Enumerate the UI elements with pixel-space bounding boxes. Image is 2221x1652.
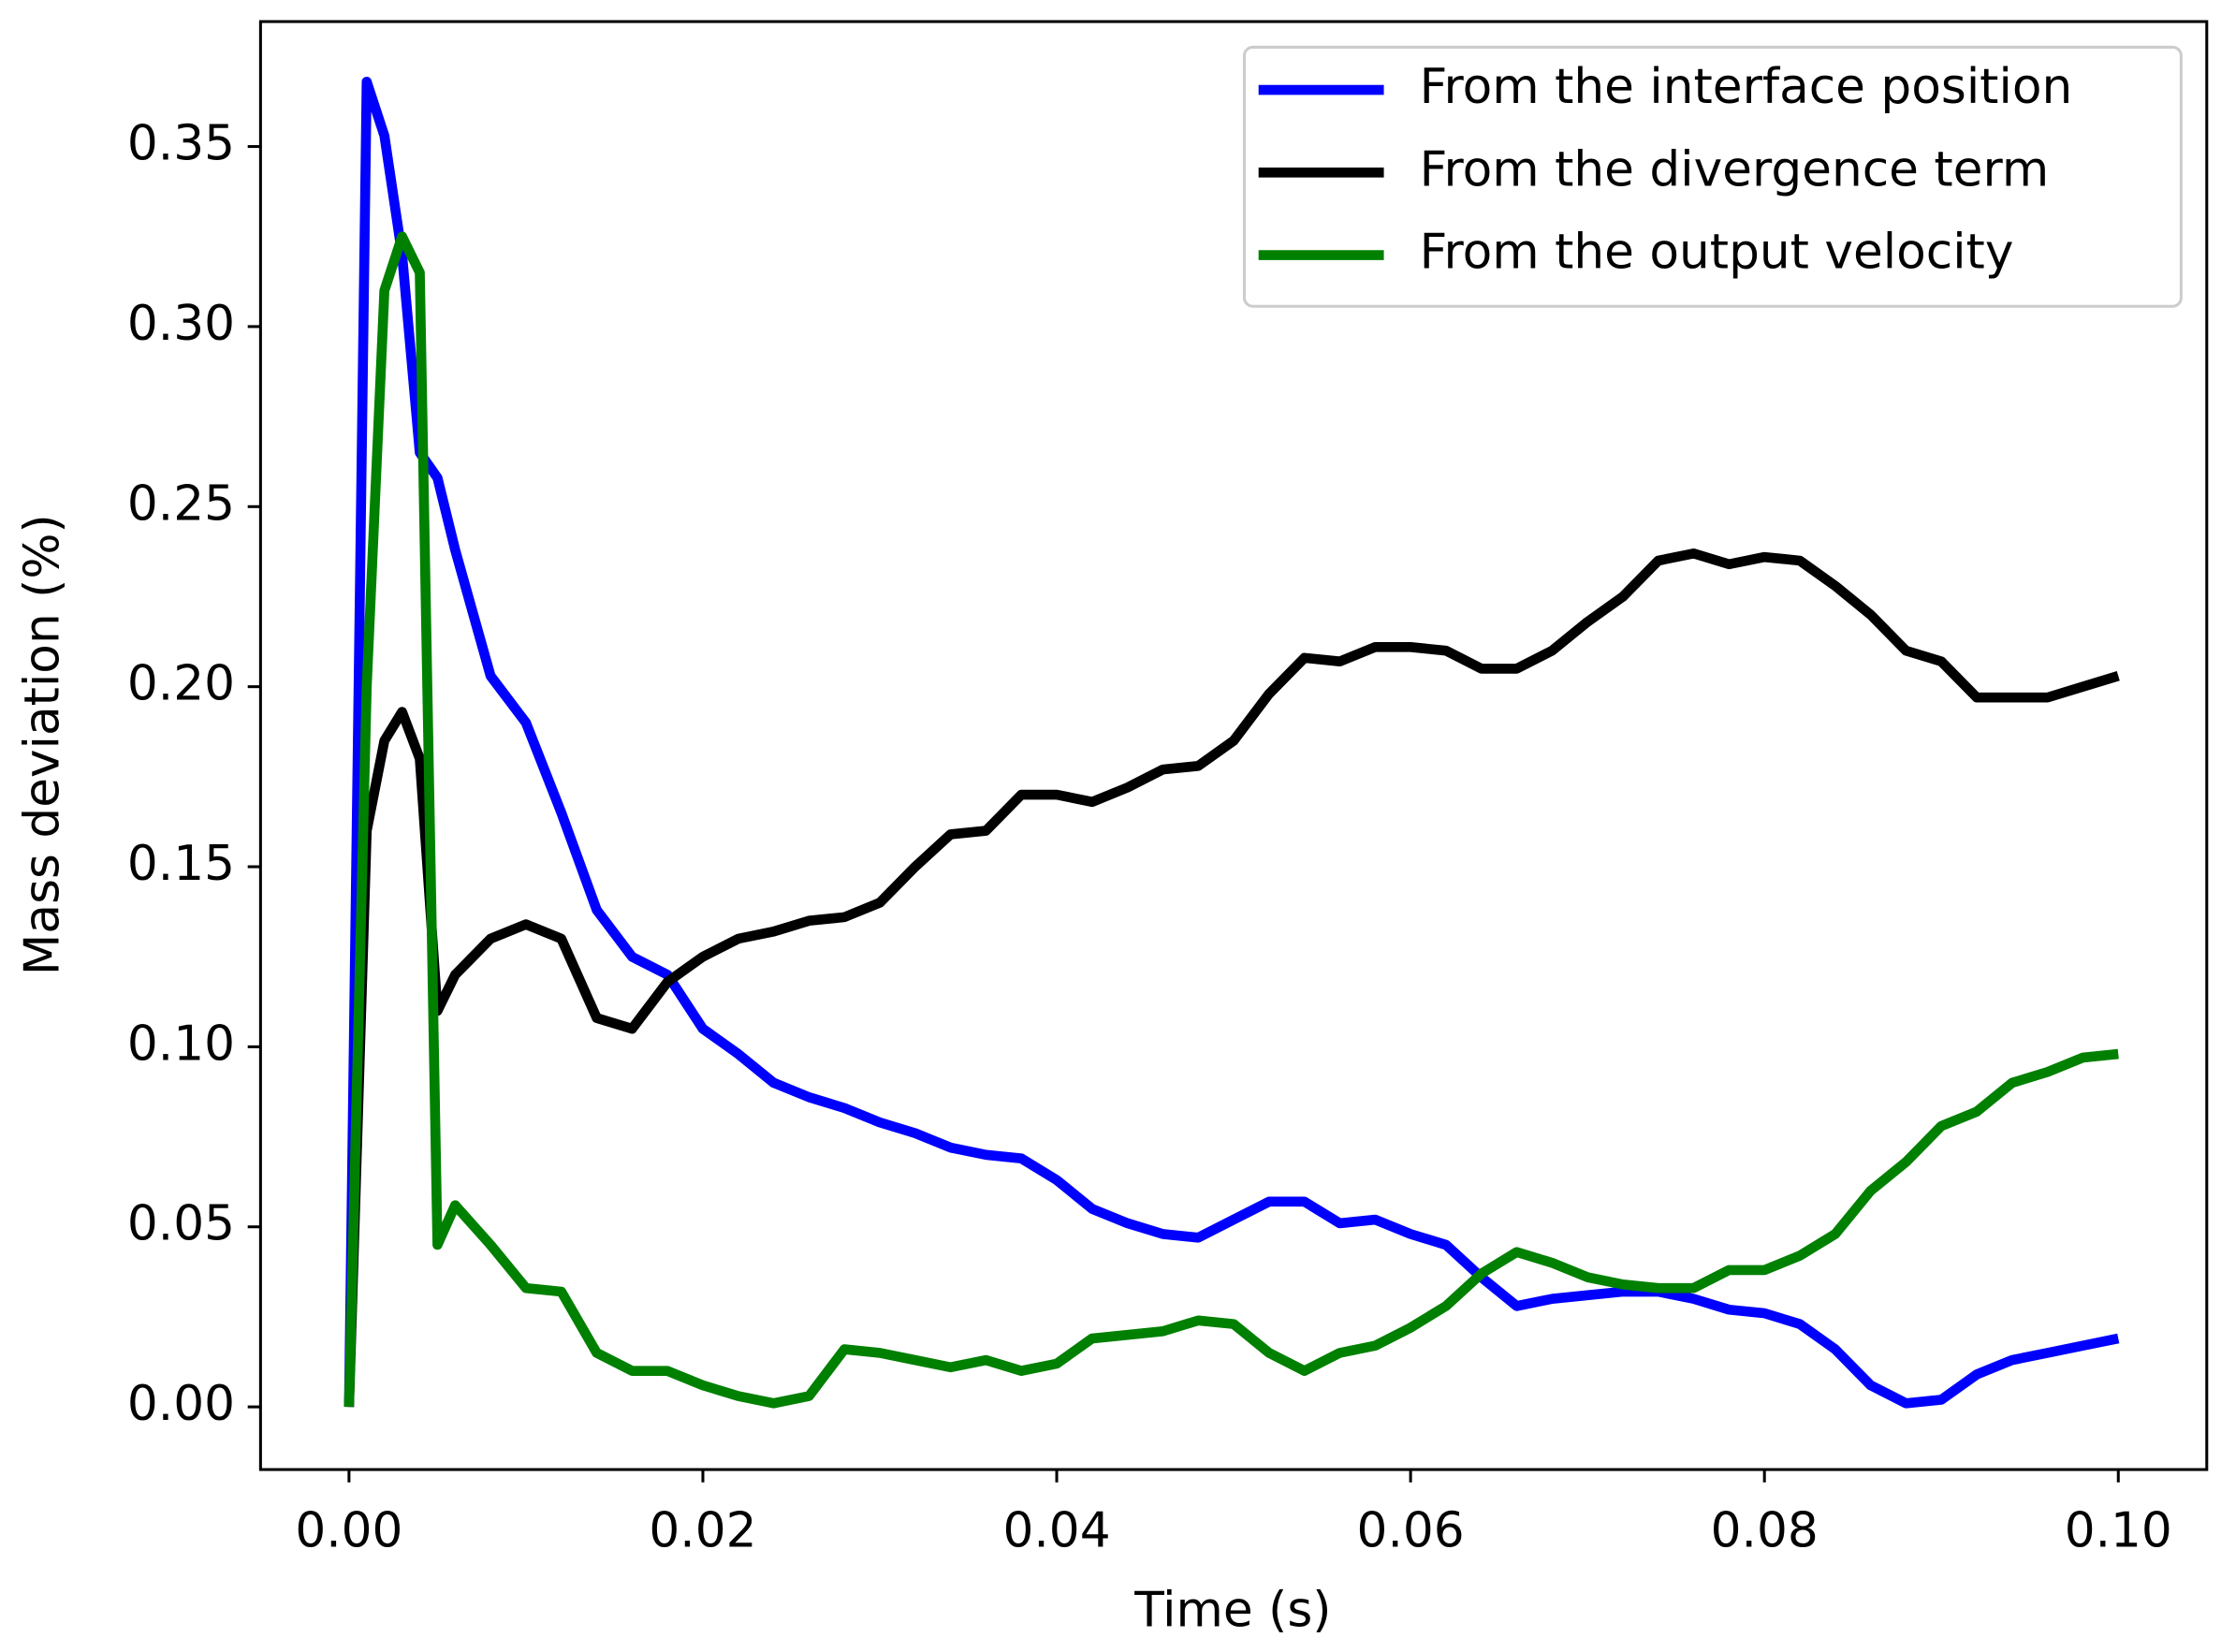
x-tick-label: 0.00 — [295, 1503, 402, 1559]
y-axis-label: Mass deviation (%) — [15, 514, 71, 975]
legend-label: From the divergence term — [1420, 141, 2050, 197]
y-tick-label: 0.20 — [127, 656, 235, 712]
x-tick-label: 0.10 — [2065, 1503, 2172, 1559]
x-axis-label: Time (s) — [1133, 1583, 1331, 1639]
series-line — [343, 548, 2120, 1408]
y-tick-label: 0.05 — [127, 1196, 235, 1252]
series-line — [343, 231, 2119, 1409]
plot-frame — [258, 20, 2209, 1471]
y-tick-label: 0.35 — [127, 116, 235, 172]
series-line — [343, 76, 2120, 1409]
y-tick-label: 0.15 — [127, 836, 235, 892]
legend-box — [1242, 45, 2183, 308]
x-tick-label: 0.04 — [1002, 1503, 1110, 1559]
y-tick-label: 0.30 — [127, 296, 235, 352]
legend-label: From the output velocity — [1420, 225, 2014, 281]
legend-label: From the interface position — [1420, 59, 2073, 115]
y-tick-label: 0.10 — [127, 1016, 235, 1072]
y-tick-label: 0.00 — [127, 1376, 235, 1432]
y-tick-label: 0.25 — [127, 475, 235, 532]
x-tick-label: 0.06 — [1357, 1503, 1465, 1559]
x-tick-label: 0.08 — [1711, 1503, 1819, 1559]
x-tick-label: 0.02 — [649, 1503, 756, 1559]
